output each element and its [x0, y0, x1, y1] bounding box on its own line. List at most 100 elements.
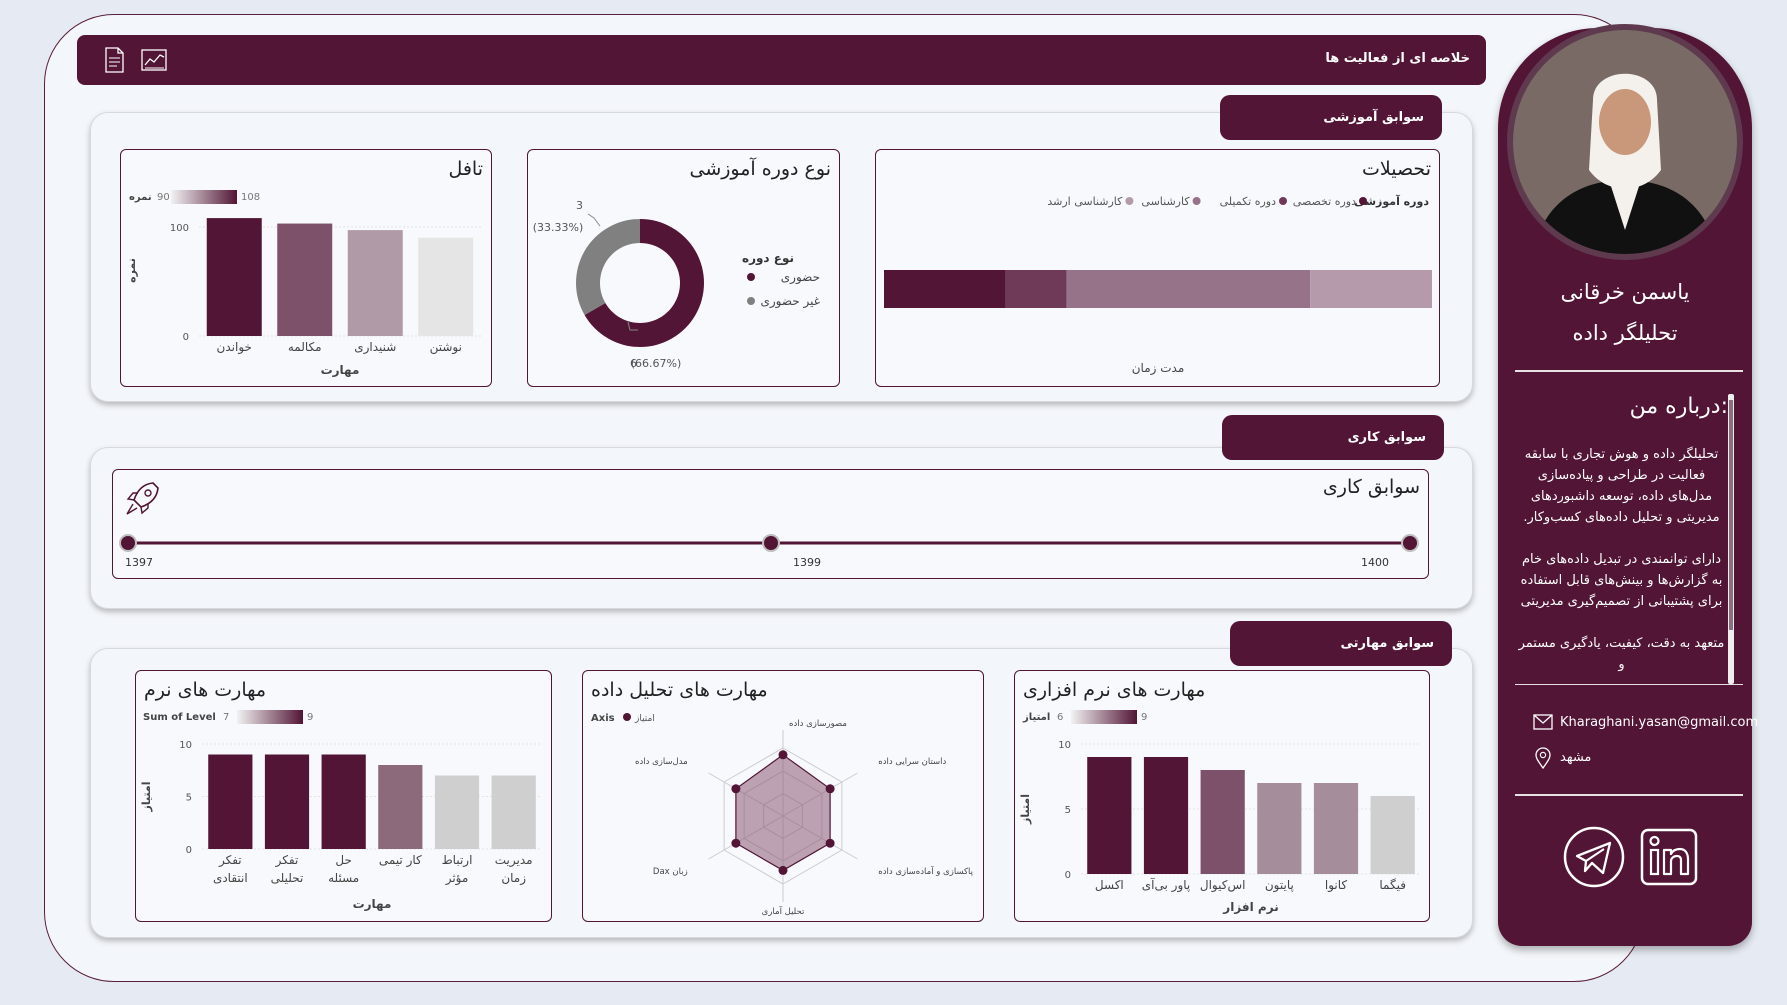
- legend-marker: [1359, 197, 1367, 205]
- radar-point: [778, 750, 788, 760]
- soft-skills-card: مهارت های نرم Sum of Level 7 9 0 5 10 تفکر انتق…: [135, 670, 552, 922]
- legend-max: 9: [307, 712, 313, 723]
- legend-marker: [1125, 197, 1134, 205]
- x-axis-label: مهارت: [353, 897, 392, 911]
- radar-point: [825, 784, 835, 794]
- legend-label: امتیاز: [634, 714, 655, 724]
- degrees-title: تحصیلات: [1362, 158, 1431, 180]
- bar: [1143, 757, 1189, 874]
- legend-max: 9: [1141, 712, 1147, 723]
- legend-marker: [1192, 197, 1201, 205]
- linkedin-icon[interactable]: [1640, 828, 1698, 886]
- radar-point: [778, 865, 788, 875]
- x-tick-label: پایتون: [1265, 878, 1294, 893]
- legend-title: دوره آموزشی: [1354, 194, 1429, 208]
- bar: [1257, 783, 1302, 874]
- bar: [1313, 783, 1359, 874]
- scrollbar-thumb[interactable]: [1729, 400, 1733, 630]
- x-tick-label: شنیداری: [354, 340, 396, 355]
- donut-slice: [576, 219, 640, 315]
- legend-gradient: [1071, 710, 1137, 724]
- skills-tab[interactable]: سوابق مهارتی: [1230, 621, 1452, 666]
- analysis-skills-title: مهارت های تحلیل داده: [591, 679, 768, 701]
- x-tick-label: فیگما: [1379, 878, 1406, 892]
- legend-title: Axis: [591, 713, 615, 724]
- about-paragraph: تحلیلگر داده و هوش تجاری با سابقه فعالیت…: [1523, 447, 1720, 525]
- y-tick-label: 100: [170, 223, 189, 234]
- timeline: 1397 1399 1400: [119, 534, 1419, 569]
- y-tick-label: 5: [1065, 805, 1071, 816]
- x-tick-label: زمان: [501, 871, 526, 886]
- legend-min: 6: [1057, 712, 1063, 723]
- radar-axis-label: تحلیل آماری: [762, 905, 805, 917]
- x-tick-label: ارتباط: [442, 853, 473, 868]
- legend-label: نمره: [129, 192, 152, 203]
- y-tick-label: 0: [186, 845, 192, 856]
- x-tick-label: مکالمه: [288, 340, 322, 354]
- x-tick-label: مؤثر: [445, 871, 469, 886]
- about-scrollbar[interactable]: [1728, 394, 1734, 684]
- radar-axis-label: پاکسازی و آماده‌سازی داده: [878, 865, 973, 877]
- legend-label: حضوری: [781, 270, 820, 285]
- about-paragraph: متعهد به دقت، کیفیت، یادگیری مستمر و: [1518, 636, 1725, 672]
- email-link[interactable]: Kharaghani.yasan@gmail.com: [1560, 715, 1759, 730]
- soft-skills-title: مهارت های نرم: [144, 679, 267, 701]
- bar: [1200, 770, 1245, 874]
- about-text[interactable]: تحلیلگر داده و هوش تجاری با سابقه فعالیت…: [1515, 444, 1728, 706]
- analysis-skills-card: مهارت های تحلیل داده Axis امتیاز مصورسازی …: [582, 670, 984, 922]
- profile-photo: [1507, 24, 1743, 260]
- timeline-year: 1397: [125, 556, 153, 569]
- header-title: خلاصه ای از فعالیت ها: [1325, 51, 1470, 66]
- divider: [1515, 370, 1743, 372]
- toefl-chart: نمره 90 108 0 100 خواندن مکالمه شنیداری نوشتن مها…: [125, 190, 481, 377]
- rocket-icon: [126, 482, 159, 515]
- x-tick-label: پاور بی‌آی: [1142, 877, 1190, 893]
- legend-min: 90: [157, 192, 170, 203]
- x-tick-label: کار تیمی: [379, 853, 422, 868]
- legend-label: دوره تخصصی: [1293, 195, 1356, 208]
- software-skills-chart: امتیاز 6 9 0 5 10 اکسل پاور بی‌آی اس‌کیوال پایتون…: [1019, 710, 1421, 915]
- telegram-icon[interactable]: [1563, 826, 1625, 888]
- email-icon: [1533, 714, 1553, 730]
- bar: [277, 223, 333, 336]
- course-type-chart: 6(66.67%) 3 (33.33%) نوع دوره حضوری غیر حضوری: [533, 199, 820, 370]
- y-axis-label: نمره: [125, 258, 138, 283]
- education-tab[interactable]: سوابق آموزشی: [1220, 95, 1442, 140]
- toefl-card: تافل نمره 90 108 0 100 خواندن مکالمه شنیداری نوش…: [120, 149, 492, 387]
- y-tick-label: 0: [1065, 870, 1071, 881]
- legend-label: Sum of Level: [143, 712, 216, 723]
- bar: [434, 775, 480, 849]
- y-tick-label: 0: [183, 332, 189, 343]
- legend-marker: [1279, 197, 1287, 205]
- x-tick-label: خواندن: [217, 340, 252, 355]
- chart-icon[interactable]: [139, 45, 169, 75]
- bar: [1087, 757, 1132, 874]
- city-text: مشهد: [1560, 750, 1592, 765]
- software-skills-title: مهارت های نرم افزاری: [1023, 679, 1206, 701]
- bar: [208, 754, 253, 849]
- x-tick-label: انتقادی: [213, 871, 248, 885]
- divider: [1515, 684, 1743, 685]
- leader-line: [587, 213, 601, 227]
- x-tick-label: مدیریت: [495, 853, 533, 868]
- divider: [1515, 794, 1743, 796]
- avatar: [1513, 30, 1737, 254]
- x-tick-label: اس‌کیوال: [1200, 878, 1246, 893]
- bar: [1370, 796, 1415, 874]
- toefl-title: تافل: [448, 158, 483, 180]
- bar: [347, 230, 403, 336]
- work-tab[interactable]: سوابق کاری: [1222, 415, 1444, 460]
- bar: [264, 754, 310, 849]
- header-bar: خلاصه ای از فعالیت ها: [77, 35, 1486, 85]
- document-icon[interactable]: [99, 45, 129, 75]
- legend-label: غیر حضوری: [760, 294, 820, 309]
- timeline-year: 1399: [793, 556, 821, 569]
- radar-axis-label: داستان سرایی داده: [878, 757, 946, 767]
- bar: [418, 237, 474, 336]
- x-tick-label: نوشتن: [430, 340, 462, 355]
- bar-segment: [1005, 270, 1067, 308]
- bar-segment: [1066, 270, 1311, 308]
- bar: [206, 218, 262, 336]
- location-icon: [1535, 747, 1551, 769]
